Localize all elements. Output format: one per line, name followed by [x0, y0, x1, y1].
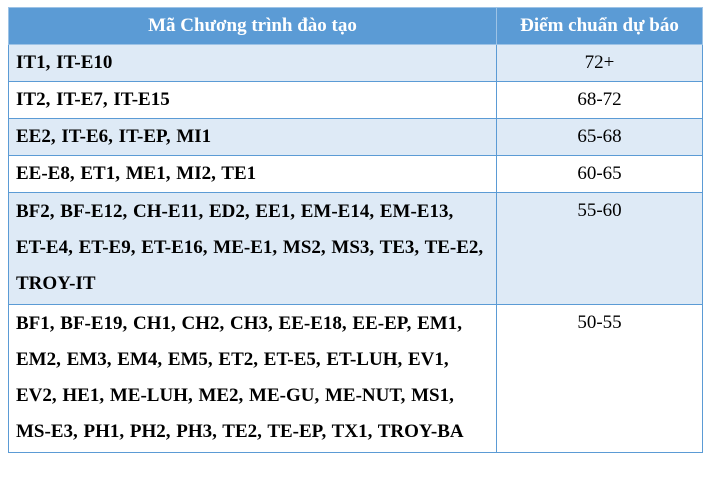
predicted-score-table-container: Mã Chương trình đào tạo Điểm chuẩn dự bá…	[8, 7, 703, 453]
program-codes-cell: EE2, IT-E6, IT-EP, MI1	[8, 118, 497, 156]
table-row: IT2, IT-E7, IT-E15 68-72	[8, 81, 703, 119]
score-cell: 72+	[496, 44, 703, 82]
table-row: EE-E8, ET1, ME1, MI2, TE1 60-65	[8, 155, 703, 193]
table-row: EE2, IT-E6, IT-EP, MI1 65-68	[8, 118, 703, 156]
score-cell: 50-55	[496, 304, 703, 453]
table-header-row: Mã Chương trình đào tạo Điểm chuẩn dự bá…	[8, 7, 703, 45]
program-codes-cell: BF1, BF-E19, CH1, CH2, CH3, EE-E18, EE-E…	[8, 304, 497, 453]
score-cell: 55-60	[496, 192, 703, 305]
score-cell: 65-68	[496, 118, 703, 156]
header-predicted-score: Điểm chuẩn dự báo	[496, 7, 703, 45]
table-row: BF1, BF-E19, CH1, CH2, CH3, EE-E18, EE-E…	[8, 304, 703, 453]
table-row: BF2, BF-E12, CH-E11, ED2, EE1, EM-E14, E…	[8, 192, 703, 305]
program-codes-cell: IT1, IT-E10	[8, 44, 497, 82]
program-codes-cell: BF2, BF-E12, CH-E11, ED2, EE1, EM-E14, E…	[8, 192, 497, 305]
table-row: IT1, IT-E10 72+	[8, 44, 703, 82]
score-cell: 68-72	[496, 81, 703, 119]
score-cell: 60-65	[496, 155, 703, 193]
predicted-score-table: Mã Chương trình đào tạo Điểm chuẩn dự bá…	[8, 7, 703, 453]
program-codes-cell: EE-E8, ET1, ME1, MI2, TE1	[8, 155, 497, 193]
header-program-code: Mã Chương trình đào tạo	[8, 7, 497, 45]
program-codes-cell: IT2, IT-E7, IT-E15	[8, 81, 497, 119]
